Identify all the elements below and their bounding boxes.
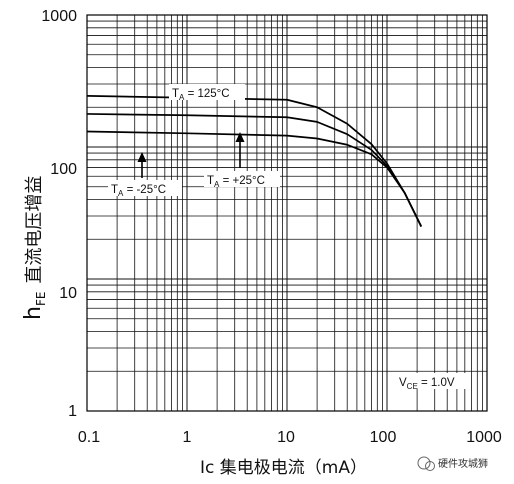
x-axis-label: Ic 集电极电流（mA）	[200, 458, 367, 478]
plot-frame	[86, 14, 488, 412]
x-tick-label: 0.1	[78, 429, 100, 446]
x-tick-label: 10	[277, 429, 295, 446]
x-tick-label: 1000	[466, 429, 502, 446]
series-line-0	[86, 95, 423, 227]
wechat-icon	[417, 456, 431, 470]
label-bg-m25	[108, 180, 182, 196]
svg-text:hFE直流电压增益: hFE 直流电压增益	[21, 176, 48, 320]
y-tick-label: 1000	[41, 8, 77, 25]
y-tick-label: 100	[50, 161, 77, 178]
arrow-up-icon	[235, 132, 245, 168]
arrow-up-icon	[137, 152, 147, 178]
x-tick-label: 1	[183, 429, 192, 446]
grid-lines	[86, 15, 487, 412]
label-bg-25	[204, 171, 280, 187]
series-line-1	[86, 113, 423, 227]
y-axis-symbol: h	[21, 306, 46, 320]
x-tick-label: 100	[370, 429, 397, 446]
label-bg-125	[169, 84, 245, 100]
series-label-m25: TA = -25°C	[111, 184, 166, 198]
y-axis-label: hFE 直流电压增益	[21, 176, 48, 320]
svg-text:硬件攻城狮: 硬件攻城狮	[438, 457, 488, 470]
y-axis-subscript: FE	[34, 292, 48, 306]
series-label-125: TA = 125°C	[172, 88, 230, 102]
series-label-25: TA = +25°C	[207, 175, 265, 189]
wechat-icon	[425, 461, 435, 471]
data-curves	[86, 95, 423, 227]
y-tick-label: 10	[59, 285, 77, 302]
watermark: 硬件攻城狮	[417, 456, 488, 471]
vce-annotation: VCE = 1.0V	[399, 377, 455, 391]
y-tick-label: 1	[68, 403, 77, 420]
y-axis-text: 直流电压增益	[24, 176, 45, 284]
annotation-bg	[396, 373, 466, 389]
series-line-2	[86, 130, 423, 227]
